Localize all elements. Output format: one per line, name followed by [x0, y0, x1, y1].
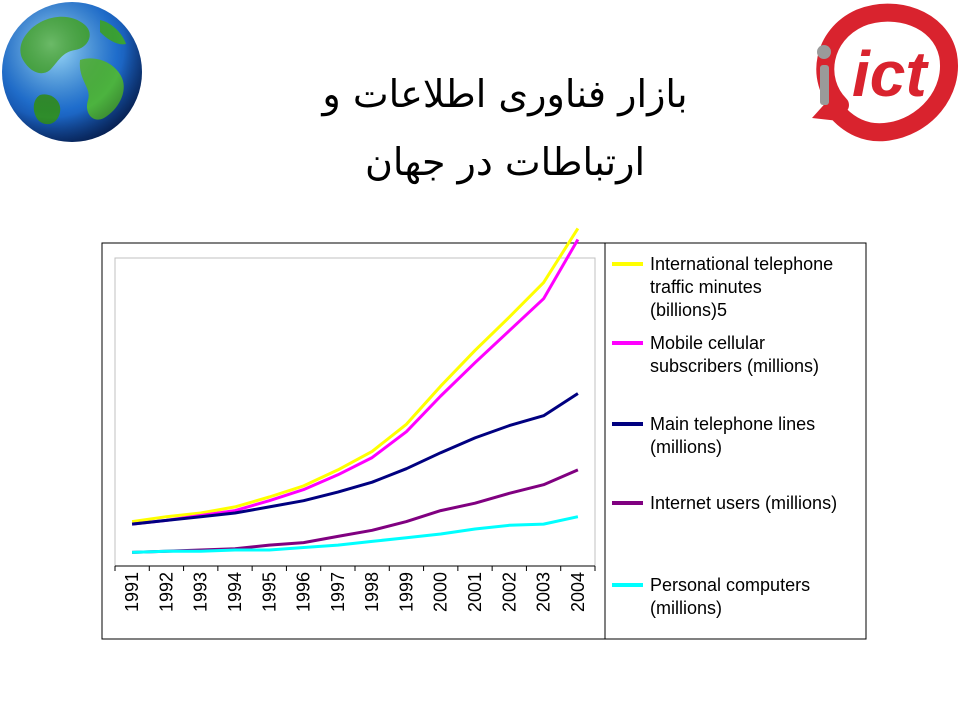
x-tick-label: 1991: [122, 572, 142, 612]
legend-label: (billions)5: [650, 300, 727, 320]
x-tick-label: 2002: [499, 572, 519, 612]
x-tick-label: 1992: [156, 572, 176, 612]
series-line-0: [131, 227, 580, 524]
legend-label: subscribers (millions): [650, 356, 819, 376]
series-line-4: [132, 515, 579, 554]
x-tick-label: 1995: [259, 572, 279, 612]
slide-title-line-1: بازار فناوری اطلاعات و: [322, 72, 688, 116]
globe-icon: [2, 2, 142, 142]
x-tick-label: 1996: [294, 572, 314, 612]
logo-text: ict: [852, 38, 929, 110]
legend-label: Internet users (millions): [650, 493, 837, 513]
x-tick-label: 1993: [191, 572, 211, 612]
x-tick-label: 2000: [431, 572, 451, 612]
legend-label: International telephone: [650, 254, 833, 274]
x-tick-label: 2003: [534, 572, 554, 612]
x-tick-label: 2001: [465, 572, 485, 612]
series-lines: [131, 227, 580, 554]
legend-label: traffic minutes: [650, 277, 762, 297]
slide-title-line-2: ارتباطات در جهان: [364, 140, 646, 184]
legend-label: Personal computers: [650, 575, 810, 595]
legend-label: Main telephone lines: [650, 414, 815, 434]
x-axis: 1991 1992 1993 1994 1995 1996 1997 1998 1999 2000…: [114, 565, 596, 612]
x-tick-label: 1997: [328, 572, 348, 612]
x-tick-label: 2004: [568, 572, 588, 612]
series-line-2: [131, 392, 579, 526]
legend: International telephone traffic minutes (b…: [612, 254, 837, 618]
x-tick-label: 1999: [396, 572, 416, 612]
legend-label: (millions): [650, 437, 722, 457]
ict-logo-icon: ict: [812, 3, 958, 142]
legend-label: Mobile cellular: [650, 333, 765, 353]
x-tick-label: 1994: [225, 572, 245, 612]
legend-label: (millions): [650, 598, 722, 618]
x-tick-label: 1998: [362, 572, 382, 612]
